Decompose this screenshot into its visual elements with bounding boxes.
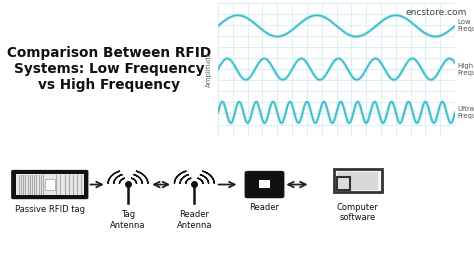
Text: Amplitude: Amplitude <box>206 51 211 87</box>
FancyBboxPatch shape <box>11 170 89 199</box>
Bar <box>45 179 55 190</box>
Bar <box>259 180 270 188</box>
Bar <box>16 174 84 195</box>
Text: Ultra-high
Frequency: Ultra-high Frequency <box>457 106 474 119</box>
Text: Low
Frequency: Low Frequency <box>457 19 474 32</box>
Bar <box>337 172 378 190</box>
FancyBboxPatch shape <box>334 169 382 192</box>
FancyBboxPatch shape <box>337 177 350 190</box>
Text: Reader: Reader <box>249 203 280 213</box>
Text: encstore.com: encstore.com <box>406 8 467 17</box>
Text: Reader
Antenna: Reader Antenna <box>177 210 212 230</box>
FancyBboxPatch shape <box>245 171 284 198</box>
Text: Comparison Between RFID
Systems: Low Frequency
vs High Frequency: Comparison Between RFID Systems: Low Fre… <box>7 46 211 92</box>
Text: Passive RFID tag: Passive RFID tag <box>15 205 85 214</box>
Text: High
Frequency: High Frequency <box>457 63 474 76</box>
Text: Tag
Antenna: Tag Antenna <box>110 210 146 230</box>
Text: Computer
software: Computer software <box>337 203 379 222</box>
